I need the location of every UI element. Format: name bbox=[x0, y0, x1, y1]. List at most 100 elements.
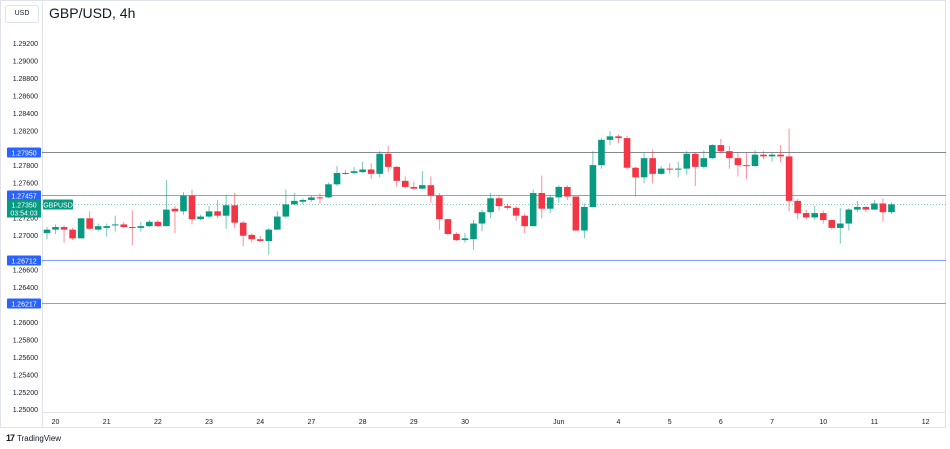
candle-bearish bbox=[538, 193, 546, 209]
price-tick-label: 1.28200 bbox=[13, 128, 38, 135]
time-tick-label: 21 bbox=[103, 419, 111, 426]
symbol-tag: GBPUSD bbox=[43, 203, 73, 210]
last-price-label: 1.27350 bbox=[11, 203, 36, 210]
candle-bearish bbox=[384, 153, 392, 167]
candle-bullish bbox=[94, 226, 102, 230]
candle-bullish bbox=[811, 213, 818, 218]
candle-bullish bbox=[674, 168, 682, 170]
candle-bearish bbox=[188, 195, 196, 220]
candle-bullish bbox=[581, 206, 588, 231]
candle-bullish bbox=[700, 158, 708, 167]
candle-bullish bbox=[350, 171, 358, 173]
candle-bullish bbox=[163, 209, 170, 227]
candle-bullish bbox=[146, 221, 153, 227]
candle-bearish bbox=[410, 186, 418, 189]
candle-bearish bbox=[794, 200, 801, 214]
time-tick-label: 6 bbox=[719, 419, 723, 426]
candle-bearish bbox=[632, 167, 639, 178]
candle-bearish bbox=[564, 186, 571, 197]
time-axis-divider bbox=[42, 412, 946, 413]
level-price-label: 1.27950 bbox=[11, 151, 36, 158]
candle-bearish bbox=[453, 234, 460, 241]
candle-bearish bbox=[717, 145, 725, 152]
candle-bearish bbox=[691, 153, 699, 167]
candle-bullish bbox=[282, 204, 290, 217]
candle-bearish bbox=[572, 196, 580, 231]
price-tick-label: 1.27000 bbox=[13, 233, 38, 240]
candle-bullish bbox=[836, 223, 844, 228]
price-tick-label: 1.28800 bbox=[13, 76, 38, 83]
candle-bullish bbox=[205, 211, 213, 217]
price-tick-label: 1.26400 bbox=[13, 285, 38, 292]
candle-bullish bbox=[871, 203, 878, 210]
candle-bullish bbox=[470, 223, 477, 240]
price-tick-label: 1.29200 bbox=[13, 41, 38, 48]
candle-bullish bbox=[888, 204, 895, 213]
time-tick-label: 30 bbox=[461, 419, 469, 426]
candle-bearish bbox=[495, 198, 503, 207]
candle-bearish bbox=[760, 154, 767, 157]
time-tick-label: 28 bbox=[359, 419, 367, 426]
price-tick-label: 1.29000 bbox=[13, 59, 38, 66]
candle-bullish bbox=[137, 226, 145, 228]
candle-bullish bbox=[751, 154, 759, 166]
candle-bearish bbox=[802, 213, 810, 218]
candle-bearish bbox=[521, 215, 528, 227]
candle-bullish bbox=[478, 212, 486, 224]
candle-bearish bbox=[504, 206, 511, 208]
price-tick-label: 1.27800 bbox=[13, 163, 38, 170]
price-tick-label: 1.26000 bbox=[13, 320, 38, 327]
candle-bearish bbox=[828, 220, 836, 228]
candle-bearish bbox=[69, 229, 76, 239]
candle-bullish bbox=[376, 153, 383, 174]
candle-bearish bbox=[60, 227, 68, 230]
level-price-label: 1.26712 bbox=[11, 259, 36, 266]
candle-bearish bbox=[86, 218, 93, 229]
candle-bearish bbox=[154, 221, 162, 227]
time-tick-label: 22 bbox=[154, 419, 162, 426]
price-tick-label: 1.28400 bbox=[13, 111, 38, 118]
level-price-label: 1.26217 bbox=[11, 302, 36, 309]
candle-bullish bbox=[589, 165, 597, 207]
candle-bearish bbox=[777, 154, 784, 157]
candle-bullish bbox=[291, 200, 298, 205]
time-tick-label: 27 bbox=[308, 419, 316, 426]
candle-bullish bbox=[854, 206, 861, 210]
candle-bullish bbox=[461, 238, 469, 241]
candle-bullish bbox=[77, 218, 85, 239]
price-tick-label: 1.27600 bbox=[13, 181, 38, 188]
candle-bullish bbox=[222, 205, 230, 216]
candle-bearish bbox=[615, 136, 622, 139]
candle-bearish bbox=[743, 165, 750, 167]
price-tick-label: 1.26600 bbox=[13, 268, 38, 275]
candle-bearish bbox=[248, 234, 256, 240]
candle-bullish bbox=[265, 229, 273, 241]
time-tick-label: 12 bbox=[922, 419, 930, 426]
candle-bullish bbox=[325, 184, 332, 198]
time-tick-label: 5 bbox=[668, 419, 672, 426]
time-tick-label: Jun bbox=[553, 419, 564, 426]
candle-bearish bbox=[316, 197, 324, 199]
candle-bullish bbox=[546, 197, 554, 209]
symbol-tag-bg bbox=[43, 199, 73, 210]
candle-bullish bbox=[333, 172, 341, 185]
candle-bullish bbox=[768, 154, 776, 157]
candle-bullish bbox=[657, 168, 665, 174]
candle-bearish bbox=[256, 239, 264, 241]
candle-bearish bbox=[129, 227, 136, 229]
candle-bullish bbox=[274, 216, 281, 230]
time-tick-label: 7 bbox=[770, 419, 774, 426]
candle-bullish bbox=[299, 200, 307, 202]
candle-bearish bbox=[862, 206, 870, 210]
currency-button[interactable]: USD bbox=[5, 5, 39, 23]
candle-bearish bbox=[734, 158, 742, 166]
level-price-label-bg bbox=[7, 147, 41, 158]
time-tick-label: 10 bbox=[819, 419, 827, 426]
candle-bearish bbox=[214, 211, 221, 216]
level-price-label-bg bbox=[7, 255, 41, 266]
candle-bearish bbox=[342, 172, 349, 174]
level-price-label-bg bbox=[7, 190, 41, 201]
price-axis-divider bbox=[42, 0, 43, 428]
candlestick-chart[interactable]: 1.29200 1.29000 1.28800 1.28600 1.28400 1.282… bbox=[0, 0, 950, 430]
candle-bearish bbox=[512, 207, 520, 216]
